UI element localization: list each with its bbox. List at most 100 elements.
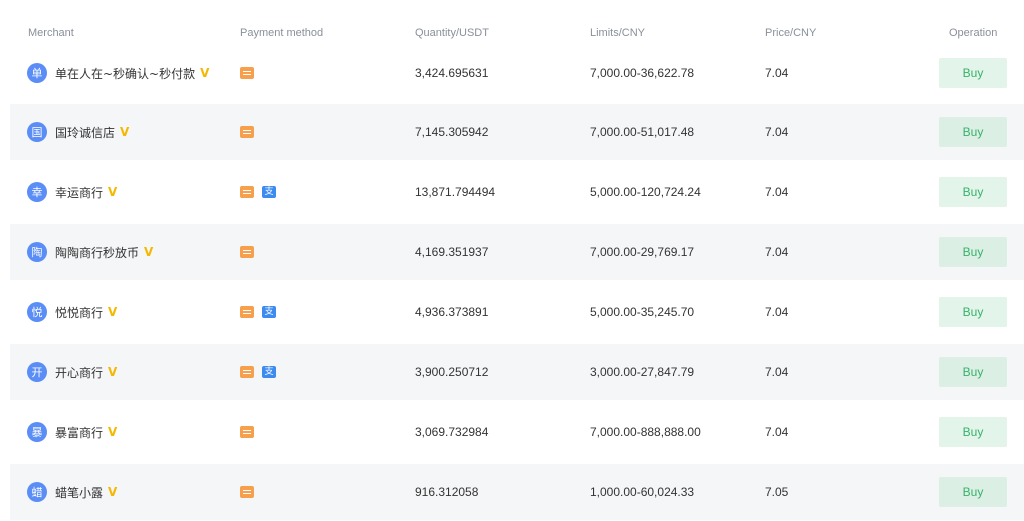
limits-value: 7,000.00-29,769.17: [590, 245, 695, 259]
alipay-icon: 支: [262, 306, 276, 318]
merchant-name[interactable]: 幸运商行: [55, 185, 104, 200]
payment-methods: [240, 104, 254, 160]
operation-cell: Buy: [939, 224, 1007, 280]
table-row: 国国玲诚信店 V 7,145.305942 7,000.00-51,017.48 7.0…: [10, 104, 1024, 160]
verified-icon: V: [120, 125, 130, 139]
merchant-name[interactable]: 开心商行: [55, 365, 104, 380]
quantity-value: 3,424.695631: [415, 66, 489, 80]
header-merchant: Merchant: [28, 27, 74, 39]
quantity-value: 916.312058: [415, 485, 479, 499]
merchant-name[interactable]: 蜡笔小露: [55, 485, 104, 500]
buy-button[interactable]: Buy: [939, 58, 1007, 88]
bank-card-icon: [240, 486, 254, 498]
verified-icon: V: [108, 365, 118, 379]
payment-methods: [240, 464, 254, 520]
merchant-name[interactable]: 国玲诚信店: [55, 125, 116, 140]
merchant-name[interactable]: 陶陶商行秒放币: [55, 245, 140, 260]
buy-button[interactable]: Buy: [939, 417, 1007, 447]
table-row: 蜡蜡笔小露 V 916.312058 1,000.00-60,024.33 7.05 Bu…: [10, 464, 1024, 520]
avatar: 蜡: [27, 482, 47, 502]
operation-cell: Buy: [939, 45, 1007, 101]
payment-methods: [240, 224, 254, 280]
merchant-cell: 蜡蜡笔小露 V: [27, 464, 117, 520]
merchant-cell: 幸幸运商行 V: [27, 164, 117, 220]
merchant-name[interactable]: 单在人在~秒确认~秒付款: [55, 66, 196, 81]
verified-icon: V: [108, 185, 118, 199]
avatar: 悦: [27, 302, 47, 322]
avatar: 暴: [27, 422, 47, 442]
operation-cell: Buy: [939, 344, 1007, 400]
header-payment-method: Payment method: [240, 27, 324, 39]
merchant-cell: 陶陶陶商行秒放币 V: [27, 224, 153, 280]
buy-button[interactable]: Buy: [939, 117, 1007, 147]
price-value: 7.05: [765, 485, 789, 499]
operation-cell: Buy: [939, 404, 1007, 460]
price-value: 7.04: [765, 365, 789, 379]
table-row: 悦悦悦商行 V 支 4,936.373891 5,000.00-35,245.70 7.0…: [10, 284, 1024, 340]
alipay-icon: 支: [262, 186, 276, 198]
bank-card-icon: [240, 186, 254, 198]
bank-card-icon: [240, 306, 254, 318]
price-value: 7.04: [765, 185, 789, 199]
merchant-cell: 暴暴富商行 V: [27, 404, 117, 460]
avatar: 开: [27, 362, 47, 382]
header-operation: Operation: [949, 27, 998, 39]
table-row: 幸幸运商行 V 支 13,871.794494 5,000.00-120,724.24 7…: [10, 164, 1024, 220]
payment-methods: 支: [240, 344, 276, 400]
merchant-cell: 单单在人在~秒确认~秒付款 V: [27, 45, 209, 101]
merchant-cell: 国国玲诚信店 V: [27, 104, 129, 160]
quantity-value: 4,169.351937: [415, 245, 489, 259]
limits-value: 3,000.00-27,847.79: [590, 365, 695, 379]
payment-methods: [240, 45, 254, 101]
payment-methods: [240, 404, 254, 460]
avatar: 陶: [27, 242, 47, 262]
table-header: Merchant Payment method Quantity/USDT Li…: [0, 0, 1024, 56]
operation-cell: Buy: [939, 164, 1007, 220]
price-value: 7.04: [765, 245, 789, 259]
header-limits: Limits/CNY: [590, 27, 646, 39]
limits-value: 7,000.00-888,888.00: [590, 425, 701, 439]
table-row: 开开心商行 V 支 3,900.250712 3,000.00-27,847.79 7.0…: [10, 344, 1024, 400]
operation-cell: Buy: [939, 464, 1007, 520]
quantity-value: 3,069.732984: [415, 425, 489, 439]
quantity-value: 4,936.373891: [415, 305, 489, 319]
merchant-cell: 开开心商行 V: [27, 344, 117, 400]
buy-button[interactable]: Buy: [939, 477, 1007, 507]
limits-value: 7,000.00-36,622.78: [590, 66, 695, 80]
verified-icon: V: [108, 485, 118, 499]
operation-cell: Buy: [939, 284, 1007, 340]
bank-card-icon: [240, 126, 254, 138]
verified-icon: V: [108, 305, 118, 319]
merchant-cell: 悦悦悦商行 V: [27, 284, 117, 340]
verified-icon: V: [108, 425, 118, 439]
price-value: 7.04: [765, 305, 789, 319]
operation-cell: Buy: [939, 104, 1007, 160]
payment-methods: 支: [240, 164, 276, 220]
limits-value: 5,000.00-120,724.24: [590, 185, 701, 199]
verified-icon: V: [200, 66, 210, 80]
limits-value: 1,000.00-60,024.33: [590, 485, 695, 499]
merchant-name[interactable]: 暴富商行: [55, 425, 104, 440]
bank-card-icon: [240, 67, 254, 79]
bank-card-icon: [240, 426, 254, 438]
alipay-icon: 支: [262, 366, 276, 378]
buy-button[interactable]: Buy: [939, 237, 1007, 267]
merchant-name[interactable]: 悦悦商行: [55, 305, 104, 320]
avatar: 国: [27, 122, 47, 142]
quantity-value: 3,900.250712: [415, 365, 489, 379]
buy-button[interactable]: Buy: [939, 177, 1007, 207]
price-value: 7.04: [765, 125, 789, 139]
bank-card-icon: [240, 366, 254, 378]
verified-icon: V: [144, 245, 154, 259]
header-quantity: Quantity/USDT: [415, 27, 489, 39]
buy-button[interactable]: Buy: [939, 357, 1007, 387]
limits-value: 7,000.00-51,017.48: [590, 125, 695, 139]
table-row: 单单在人在~秒确认~秒付款 V 3,424.695631 7,000.00-36,62…: [10, 45, 1024, 101]
limits-value: 5,000.00-35,245.70: [590, 305, 695, 319]
quantity-value: 7,145.305942: [415, 125, 489, 139]
price-value: 7.04: [765, 66, 789, 80]
avatar: 幸: [27, 182, 47, 202]
buy-button[interactable]: Buy: [939, 297, 1007, 327]
header-price: Price/CNY: [765, 27, 817, 39]
price-value: 7.04: [765, 425, 789, 439]
